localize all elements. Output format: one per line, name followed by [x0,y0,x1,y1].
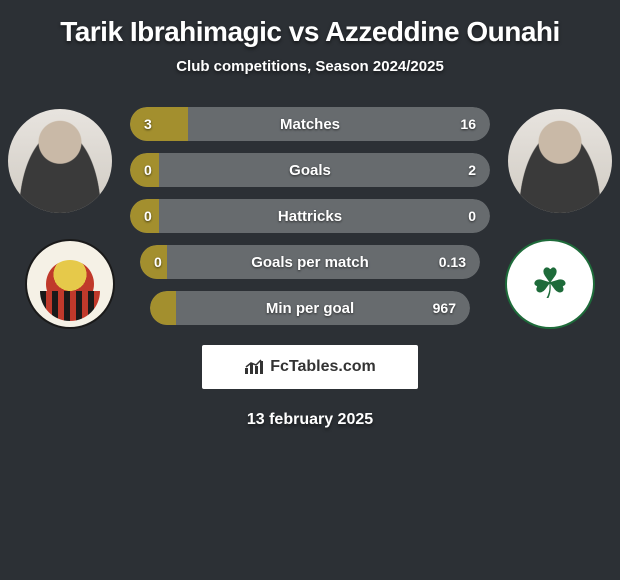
subtitle: Club competitions, Season 2024/2025 [0,58,620,99]
club-left-badge [25,239,115,329]
stat-row: 00Hattricks [130,199,490,233]
brand-text: FcTables.com [270,358,376,376]
comparison-area: 316Matches 02Goals 00Hattricks 00.13Goals p… [0,99,620,329]
date-text: 13 february 2025 [0,411,620,429]
stat-label: Min per goal [150,291,470,325]
stat-label: Goals [130,153,490,187]
stat-row: 967Min per goal [150,291,470,325]
player-left-avatar [8,109,112,213]
stat-row: 316Matches [130,107,490,141]
stat-row: 00.13Goals per match [140,245,480,279]
player-right-avatar [508,109,612,213]
stat-label: Goals per match [140,245,480,279]
brand-box: FcTables.com [202,345,418,389]
page-title: Tarik Ibrahimagic vs Azzeddine Ounahi [0,10,620,58]
chart-icon [244,359,264,375]
stat-row: 02Goals [130,153,490,187]
club-right-badge [505,239,595,329]
stat-label: Hattricks [130,199,490,233]
stat-bars: 316Matches 02Goals 00Hattricks 00.13Goals p… [130,107,490,337]
stat-label: Matches [130,107,490,141]
